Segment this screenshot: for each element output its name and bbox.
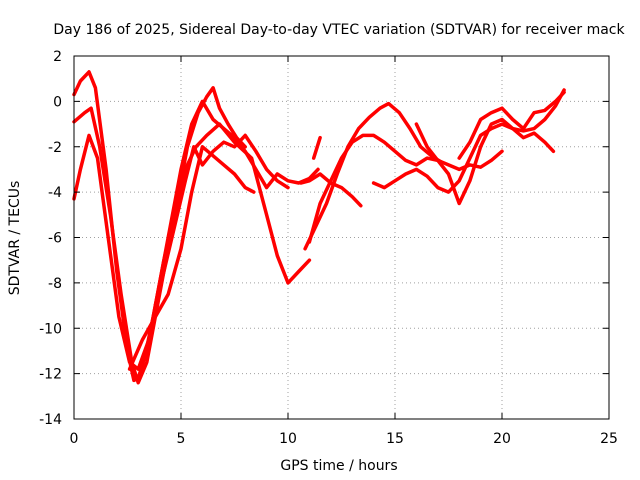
y-tick-label: -6	[48, 231, 62, 247]
series-layer	[72, 70, 566, 385]
series-line-10	[371, 88, 566, 194]
y-tick-label: -12	[39, 367, 62, 383]
y-tick-label: -8	[48, 276, 62, 292]
x-tick-label: 5	[177, 431, 186, 447]
x-tick-label: 0	[70, 431, 79, 447]
series-line-4	[127, 145, 256, 371]
x-tick-label: 20	[493, 431, 511, 447]
series-line-7	[307, 133, 504, 244]
series-line-6	[303, 101, 444, 251]
series-line-3	[72, 99, 320, 371]
series-line-12	[457, 90, 566, 160]
x-axis: 0 5 10 15 20 25	[70, 56, 618, 447]
y-axis-label: SDTVAR / TECUs	[7, 181, 23, 296]
series-line-8	[299, 172, 363, 208]
series-line-9	[311, 135, 322, 160]
y-tick-label: -2	[48, 140, 62, 156]
y-tick-label: -10	[39, 321, 62, 337]
y-tick-label: 0	[53, 94, 62, 110]
y-tick-label: -4	[48, 185, 62, 201]
x-axis-label: GPS time / hours	[280, 458, 397, 474]
x-tick-label: 10	[279, 431, 297, 447]
x-tick-label: 25	[600, 431, 618, 447]
series-line-5	[153, 133, 290, 308]
series-line-2	[72, 106, 312, 385]
chart-title: Day 186 of 2025, Sidereal Day-to-day VTE…	[53, 22, 625, 38]
y-axis: 2 0 -2 -4 -6 -8 -10 -12 -14	[39, 49, 609, 428]
x-tick-label: 15	[386, 431, 404, 447]
y-tick-label: 2	[53, 49, 62, 65]
grid	[74, 56, 609, 419]
series-line-1	[72, 70, 247, 383]
series-line-11	[414, 117, 556, 206]
y-tick-label: -14	[39, 412, 62, 428]
